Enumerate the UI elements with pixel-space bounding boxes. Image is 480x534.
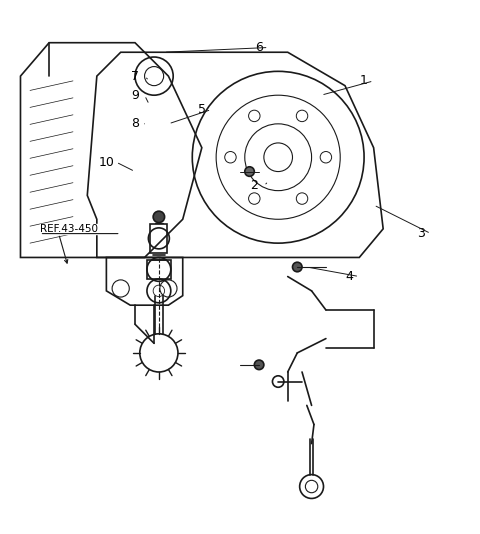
Circle shape <box>245 167 254 176</box>
Circle shape <box>254 360 264 370</box>
Text: REF.43-450: REF.43-450 <box>39 224 97 234</box>
Text: 8: 8 <box>131 117 139 130</box>
Text: 5: 5 <box>198 103 206 116</box>
Bar <box>150 224 168 253</box>
Text: 9: 9 <box>131 89 139 101</box>
Text: 10: 10 <box>98 155 114 169</box>
Text: 7: 7 <box>131 69 139 83</box>
Text: 6: 6 <box>255 41 263 54</box>
Circle shape <box>292 262 302 272</box>
Text: 2: 2 <box>251 179 258 192</box>
Circle shape <box>153 211 165 223</box>
Bar <box>147 260 171 279</box>
Text: 1: 1 <box>360 74 368 88</box>
Text: 4: 4 <box>346 270 354 283</box>
Text: 3: 3 <box>418 227 425 240</box>
